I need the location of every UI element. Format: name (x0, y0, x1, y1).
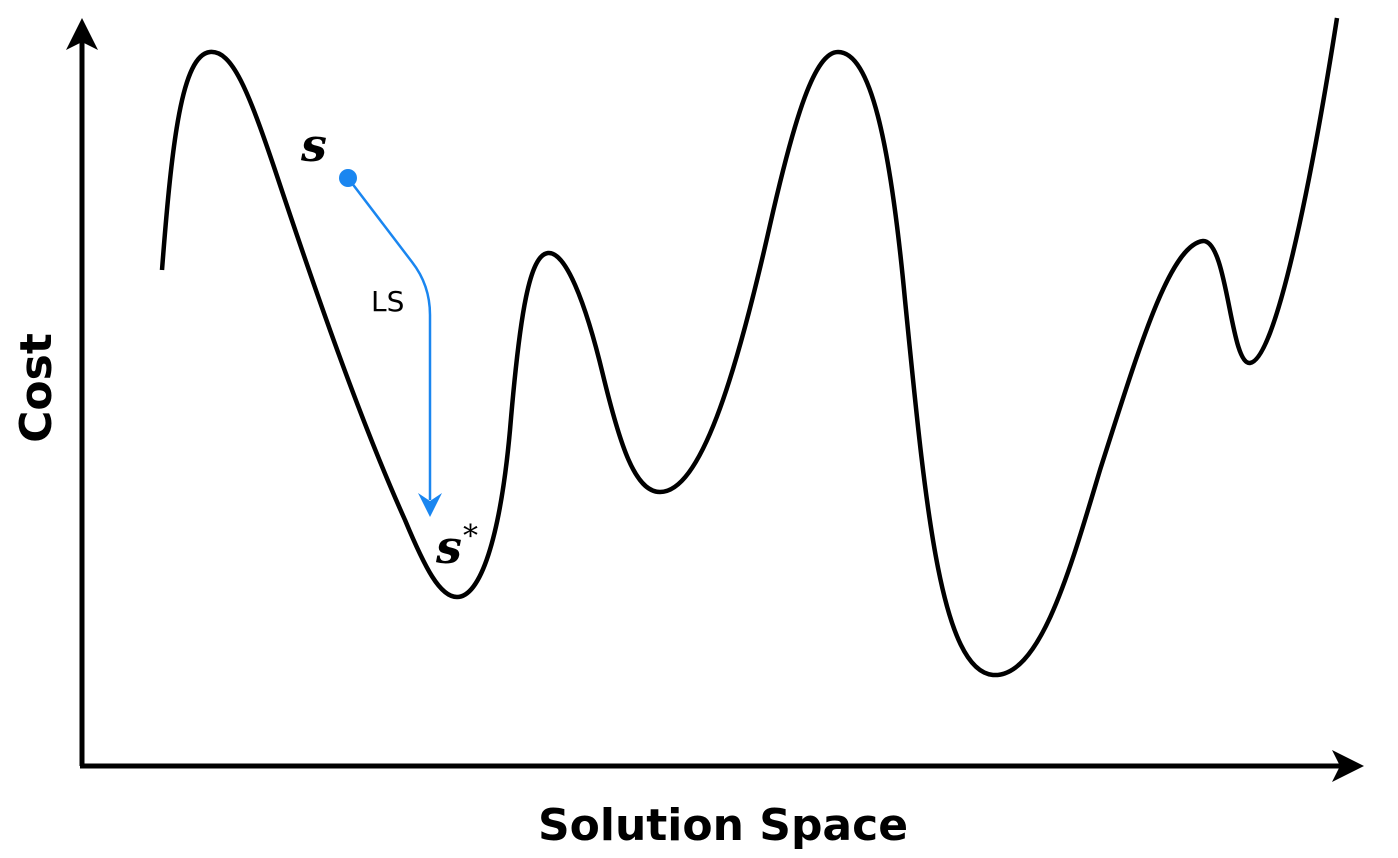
local-optimum-superscript: * (463, 519, 478, 554)
local-search-path (339, 169, 442, 517)
local-optimum-label: s (435, 520, 462, 574)
start-solution-dot (339, 169, 357, 187)
start-solution-label: s (300, 118, 327, 172)
cost-curve (159, 17, 1340, 678)
axes (66, 18, 1364, 782)
y-axis-label: Cost (11, 333, 62, 443)
search-path-line (347, 177, 432, 500)
search-method-label: LS (371, 285, 404, 318)
y-axis-arrowhead (66, 18, 98, 50)
x-axis-label: Solution Space (538, 800, 908, 851)
x-axis-arrowhead (1332, 750, 1364, 782)
search-path-arrowhead (418, 493, 442, 517)
